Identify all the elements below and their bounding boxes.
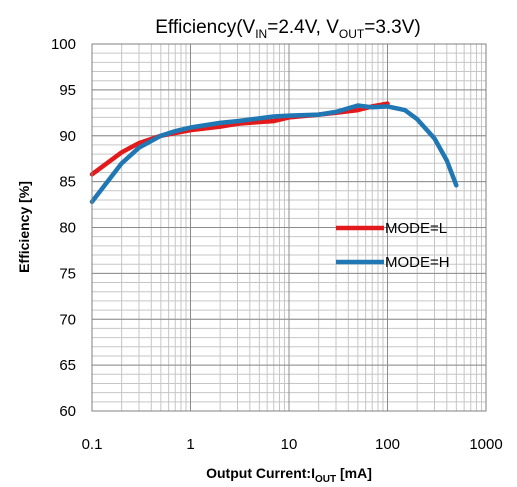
tick-labels: 0.1 1 10 100 1000 60 65 70 75 80 85 90 95 100 <box>51 36 503 453</box>
grid <box>92 44 486 411</box>
legend: MODE=L MODE=H <box>336 220 450 271</box>
y-tick-label: 100 <box>51 36 76 53</box>
y-tick-label: 85 <box>59 174 76 191</box>
y-axis-label: Efficiency [%] <box>16 181 32 273</box>
series-line-mode-h <box>89 103 459 205</box>
y-tick-label: 65 <box>59 357 76 374</box>
y-tick-label: 80 <box>59 220 76 237</box>
y-tick-label: 70 <box>59 311 76 328</box>
x-tick-label: 0.1 <box>82 436 103 453</box>
legend-label-mode-h: MODE=H <box>385 254 450 271</box>
legend-label-mode-l: MODE=L <box>385 220 447 237</box>
chart-title: Efficiency(VIN=2.4V, VOUT=3.3V) <box>155 17 421 41</box>
x-axis-label: Output Current:IOUT [mA] <box>206 465 372 485</box>
x-tick-label: 1 <box>186 436 194 453</box>
plot-area-border <box>91 43 487 412</box>
x-tick-label: 10 <box>281 436 298 453</box>
y-tick-label: 90 <box>59 128 76 145</box>
y-tick-label: 60 <box>59 403 76 420</box>
series-group <box>89 101 459 205</box>
y-tick-label: 95 <box>59 82 76 99</box>
y-tick-label: 75 <box>59 265 76 282</box>
x-tick-label: 1000 <box>469 436 502 453</box>
x-tick-label: 100 <box>375 436 400 453</box>
